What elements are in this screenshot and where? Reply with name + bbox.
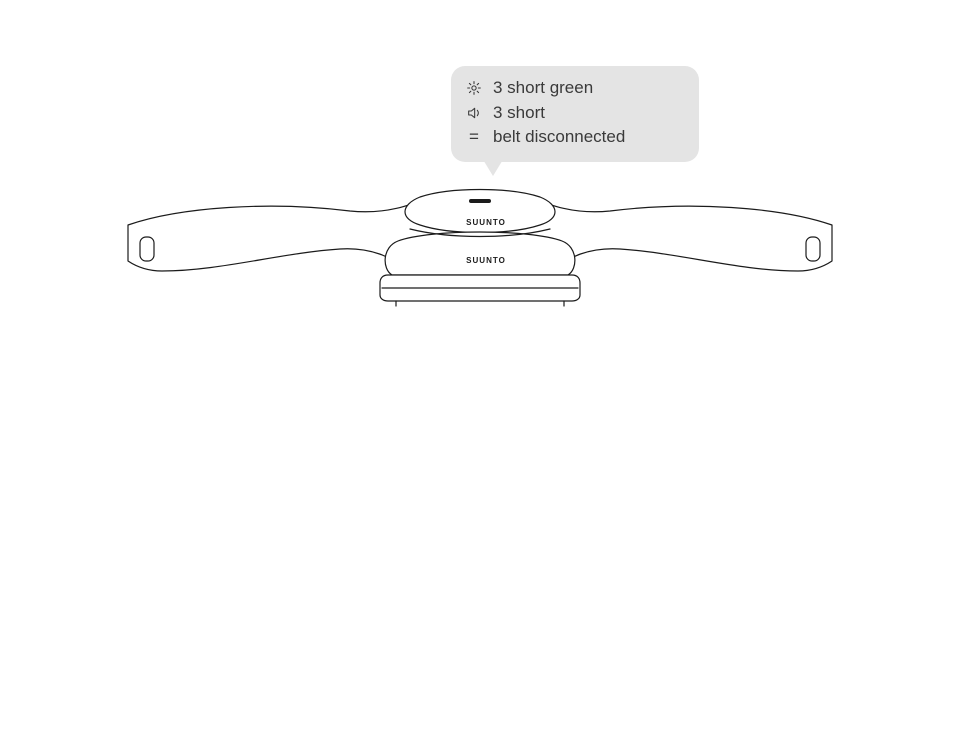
equals-icon: =: [465, 125, 483, 150]
callout-row-equals: = belt disconnected: [465, 125, 683, 150]
brightness-icon: [465, 80, 483, 96]
brand-label-top: SUUNTO: [466, 218, 506, 227]
callout-tail: [482, 158, 504, 176]
sound-icon: [465, 105, 483, 121]
callout-text-result: belt disconnected: [493, 125, 625, 150]
callout-text-light: 3 short green: [493, 76, 593, 101]
belt-device: [120, 185, 840, 305]
diagram-stage: 3 short green 3 short = belt disconnecte…: [0, 0, 954, 755]
callout-text-sound: 3 short: [493, 101, 545, 126]
brand-label-bottom: SUUNTO: [466, 256, 506, 265]
callout-row-sound: 3 short: [465, 101, 683, 126]
status-callout: 3 short green 3 short = belt disconnecte…: [451, 66, 699, 162]
callout-row-light: 3 short green: [465, 76, 683, 101]
